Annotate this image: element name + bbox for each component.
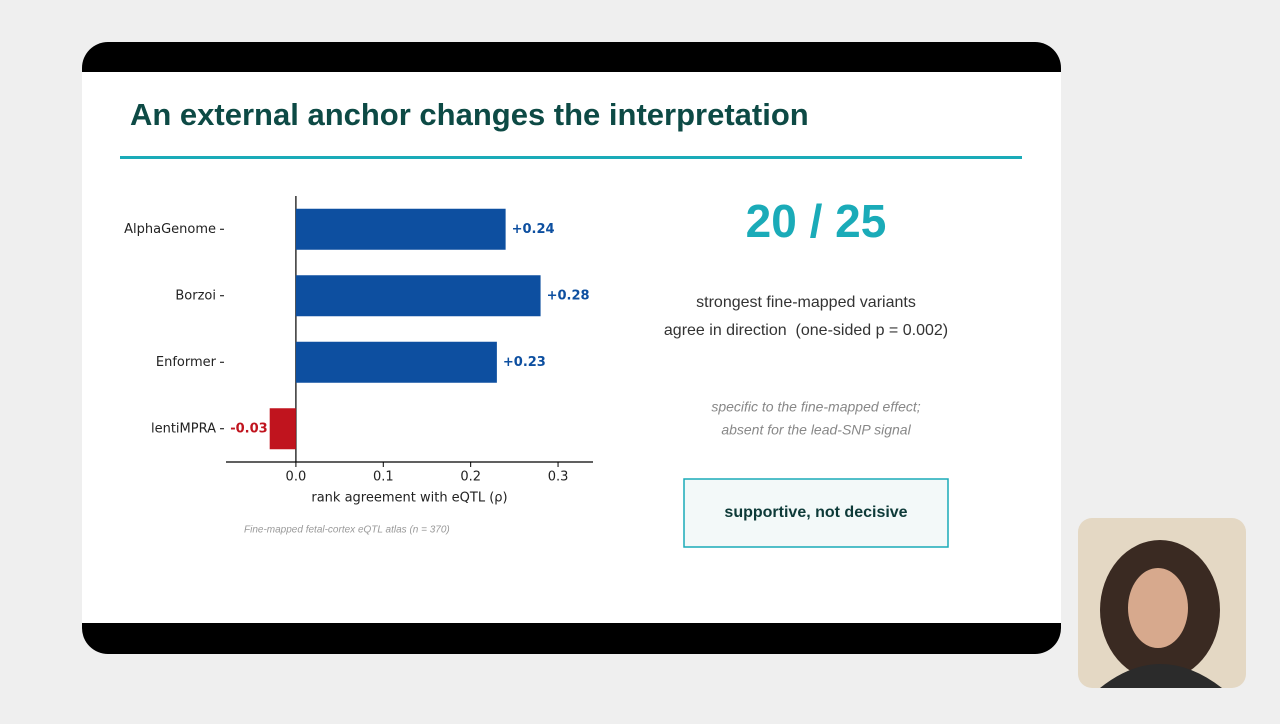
value-label: +0.28 bbox=[547, 288, 590, 303]
stat-line: agree in direction (one-sided p = 0.002) bbox=[664, 322, 948, 339]
bar bbox=[295, 341, 497, 383]
webcam-body bbox=[1100, 664, 1222, 688]
value-label: -0.03 bbox=[230, 421, 267, 436]
x-tick-label: 0.3 bbox=[548, 470, 569, 485]
footnote: Fine-mapped fetal-cortex eQTL atlas (n =… bbox=[244, 525, 450, 536]
y-tick-label: lentiMPRA bbox=[151, 421, 216, 436]
slide-title: An external anchor changes the interpret… bbox=[130, 97, 809, 132]
x-tick-label: 0.1 bbox=[373, 470, 394, 485]
bar bbox=[295, 208, 506, 250]
value-label: +0.23 bbox=[503, 355, 546, 370]
verdict-box bbox=[683, 478, 949, 548]
x-tick-label: 0.0 bbox=[286, 470, 307, 485]
verdict: supportive, not decisive bbox=[724, 504, 907, 521]
title-rule bbox=[120, 156, 1022, 159]
note-line: specific to the fine-mapped effect; bbox=[711, 399, 920, 415]
y-tick-label: Enformer bbox=[156, 355, 217, 370]
bar bbox=[295, 275, 541, 317]
x-axis-label: rank agreement with eQTL (ρ) bbox=[311, 491, 507, 506]
value-label: +0.24 bbox=[512, 222, 555, 237]
x-tick-label: 0.2 bbox=[460, 470, 481, 485]
stat-line: strongest fine-mapped variants bbox=[696, 294, 916, 311]
y-tick-label: AlphaGenome bbox=[124, 222, 216, 237]
webcam-face bbox=[1128, 568, 1188, 648]
chart: 0.0 0.1 0.2 0.3 rank agreement with eQTL (ρ)… bbox=[124, 196, 593, 506]
big-stat: 20 / 25 bbox=[746, 195, 887, 247]
y-tick-label: Borzoi bbox=[175, 288, 216, 303]
bar bbox=[269, 408, 296, 450]
note-line: absent for the lead-SNP signal bbox=[721, 422, 911, 438]
